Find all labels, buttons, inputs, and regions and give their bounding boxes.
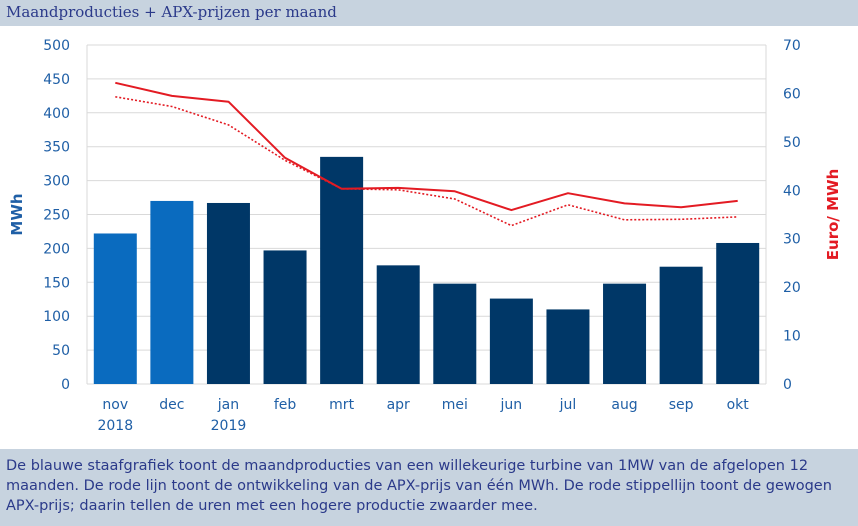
bar-feb: [263, 250, 307, 384]
year-label: 2018: [97, 418, 133, 434]
month-label-sep: sep: [669, 397, 694, 413]
bar-okt: [716, 242, 760, 384]
left-axis-title: MWh: [8, 193, 26, 235]
chart-header: Maandproducties + APX-prijzen per maand: [0, 0, 858, 26]
left-tick-label: 450: [43, 72, 70, 88]
bar-apr: [376, 265, 420, 384]
chart-title: Maandproducties + APX-prijzen per maand: [6, 3, 337, 21]
right-axis-title: Euro/ MWh: [824, 169, 842, 260]
left-tick-label: 0: [61, 377, 70, 393]
bar-jul: [546, 309, 590, 384]
left-tick-label: 100: [43, 309, 70, 325]
caption-panel: De blauwe staafgrafiek toont de maandpro…: [0, 449, 858, 526]
bar-dec: [150, 200, 194, 384]
month-label-nov: nov: [102, 397, 128, 413]
chart-panel: 0 50 100 150 200 250 300 350 400 450 500 0 10 20 30 40 5…: [0, 26, 858, 449]
right-tick-label: 70: [783, 38, 801, 54]
month-label-mei: mei: [442, 397, 468, 413]
bar-aug: [603, 283, 647, 384]
left-tick-label: 50: [52, 343, 70, 359]
month-label-aug: aug: [611, 397, 637, 413]
month-label-jan: jan: [217, 397, 239, 413]
month-label-apr: apr: [387, 397, 410, 413]
left-tick-label: 500: [43, 38, 70, 54]
month-label-okt: okt: [727, 397, 750, 413]
grid-layer: [86, 44, 767, 385]
right-tick-label: 10: [783, 329, 801, 345]
month-label-mrt: mrt: [329, 397, 354, 413]
combo-chart: 0 50 100 150 200 250 300 350 400 450 500 0 10 20 30 40 5…: [8, 38, 842, 434]
bar-jun: [489, 298, 533, 384]
left-tick-label: 200: [43, 241, 70, 257]
line-layer: [115, 81, 738, 227]
left-tick-label: 150: [43, 275, 70, 291]
bar-layer: [93, 156, 760, 384]
year-label: 2019: [211, 418, 247, 434]
axis-layer: 0 50 100 150 200 250 300 350 400 450 500 0 10 20 30 40 5…: [43, 38, 801, 393]
left-tick-label: 300: [43, 174, 70, 190]
left-tick-label: 250: [43, 208, 70, 224]
price-line: [115, 81, 738, 212]
right-tick-label: 20: [783, 280, 801, 296]
right-tick-label: 0: [783, 377, 792, 393]
month-label-jul: jul: [559, 397, 577, 413]
bar-jan: [206, 202, 250, 384]
month-label-jun: jun: [500, 397, 523, 413]
right-tick-label: 40: [783, 183, 801, 199]
month-label-dec: dec: [159, 397, 184, 413]
left-tick-label: 400: [43, 106, 70, 122]
right-tick-label: 50: [783, 135, 801, 151]
month-label-feb: feb: [274, 397, 297, 413]
weighted-price-line: [115, 96, 738, 227]
bar-sep: [659, 266, 703, 384]
right-tick-label: 30: [783, 232, 801, 248]
label-layer: nov 2018 dec jan 2019 feb mrt apr mei jun jul aug se…: [8, 169, 842, 434]
bar-mei: [433, 283, 477, 384]
bar-mrt: [320, 156, 364, 384]
bar-nov: [93, 233, 137, 384]
left-tick-label: 350: [43, 140, 70, 156]
right-tick-label: 60: [783, 86, 801, 102]
chart-caption: De blauwe staafgrafiek toont de maandpro…: [6, 458, 832, 514]
